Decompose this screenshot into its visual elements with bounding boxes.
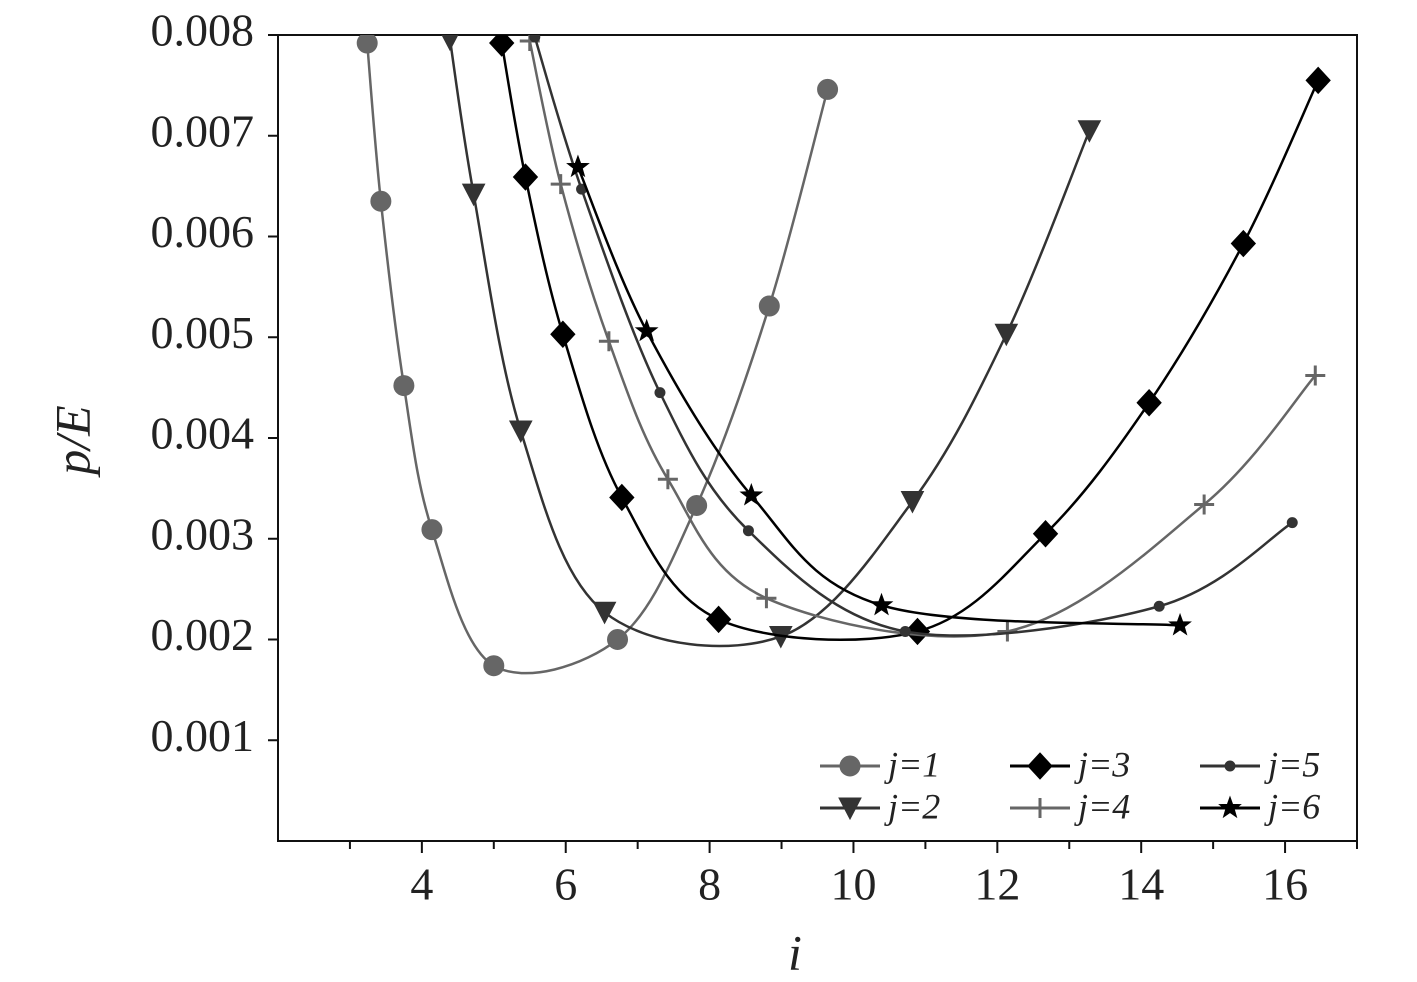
y-tick-label: 0.008 <box>151 5 255 56</box>
marker <box>869 592 894 616</box>
marker <box>529 35 541 43</box>
marker <box>756 588 777 609</box>
series-line <box>500 42 1320 642</box>
marker <box>1027 752 1053 780</box>
marker <box>657 469 678 490</box>
marker <box>705 605 732 634</box>
marker <box>550 320 576 348</box>
marker <box>1305 365 1326 386</box>
marker <box>758 295 780 317</box>
marker <box>370 190 392 212</box>
plot-frame <box>277 34 1358 842</box>
marker <box>742 525 754 537</box>
marker <box>512 163 539 191</box>
marker <box>483 655 505 677</box>
y-tick-label: 0.003 <box>151 508 255 559</box>
marker <box>1218 795 1242 819</box>
marker <box>1230 229 1257 258</box>
series-line <box>528 40 1317 638</box>
marker <box>461 183 486 207</box>
marker <box>598 331 619 352</box>
marker <box>904 617 931 646</box>
x-tick-label: 4 <box>410 859 433 910</box>
marker <box>1032 519 1059 548</box>
marker <box>1030 798 1050 818</box>
marker <box>994 323 1019 347</box>
marker <box>1136 388 1162 417</box>
legend-label: j=4 <box>1074 786 1130 826</box>
legend-label: j=5 <box>1264 744 1320 784</box>
legend-label: j=3 <box>1074 744 1130 784</box>
marker <box>489 35 515 57</box>
series-line <box>576 166 1181 627</box>
marker <box>839 755 861 777</box>
x-tick-label: 6 <box>554 859 577 910</box>
marker <box>592 601 617 625</box>
marker <box>421 519 443 541</box>
marker <box>609 483 635 512</box>
series-line <box>448 38 1091 648</box>
y-tick-label: 0.004 <box>151 408 255 459</box>
marker <box>1077 120 1102 143</box>
x-tick-label: 16 <box>1262 859 1308 910</box>
x-tick-label: 10 <box>830 859 876 910</box>
y-tick-label: 0.005 <box>151 307 255 358</box>
marker <box>607 629 629 650</box>
marker <box>1224 760 1236 772</box>
marker <box>654 387 666 399</box>
y-tick-label: 0.001 <box>151 710 255 761</box>
marker <box>1286 517 1298 529</box>
x-tick-label: 14 <box>1118 859 1164 910</box>
legend-label: j=6 <box>1264 786 1320 826</box>
y-tick-label: 0.002 <box>151 609 255 660</box>
y-axis-label: p/E <box>44 405 100 477</box>
marker <box>899 625 911 637</box>
legend-label: j=1 <box>884 744 940 784</box>
curves <box>356 35 1331 677</box>
x-axis-label: i <box>788 924 802 977</box>
x-tick-label: 12 <box>974 859 1020 910</box>
marker <box>550 174 571 195</box>
marker <box>1168 612 1192 636</box>
marker <box>1194 494 1215 515</box>
marker <box>838 797 862 821</box>
marker <box>817 78 839 100</box>
y-tick-label: 0.007 <box>151 105 255 156</box>
marker <box>900 490 925 514</box>
marker <box>1153 600 1165 612</box>
x-tick-label: 8 <box>698 859 721 910</box>
marker <box>686 495 708 517</box>
marker <box>441 35 459 52</box>
marker <box>356 35 378 54</box>
legend-label: j=2 <box>884 786 940 826</box>
y-tick-label: 0.006 <box>151 206 255 257</box>
marker <box>634 318 659 342</box>
marker <box>508 420 533 444</box>
series-line <box>365 42 829 675</box>
marker <box>566 154 590 178</box>
marker <box>393 375 415 397</box>
marker <box>1305 66 1331 95</box>
marker <box>739 482 764 506</box>
